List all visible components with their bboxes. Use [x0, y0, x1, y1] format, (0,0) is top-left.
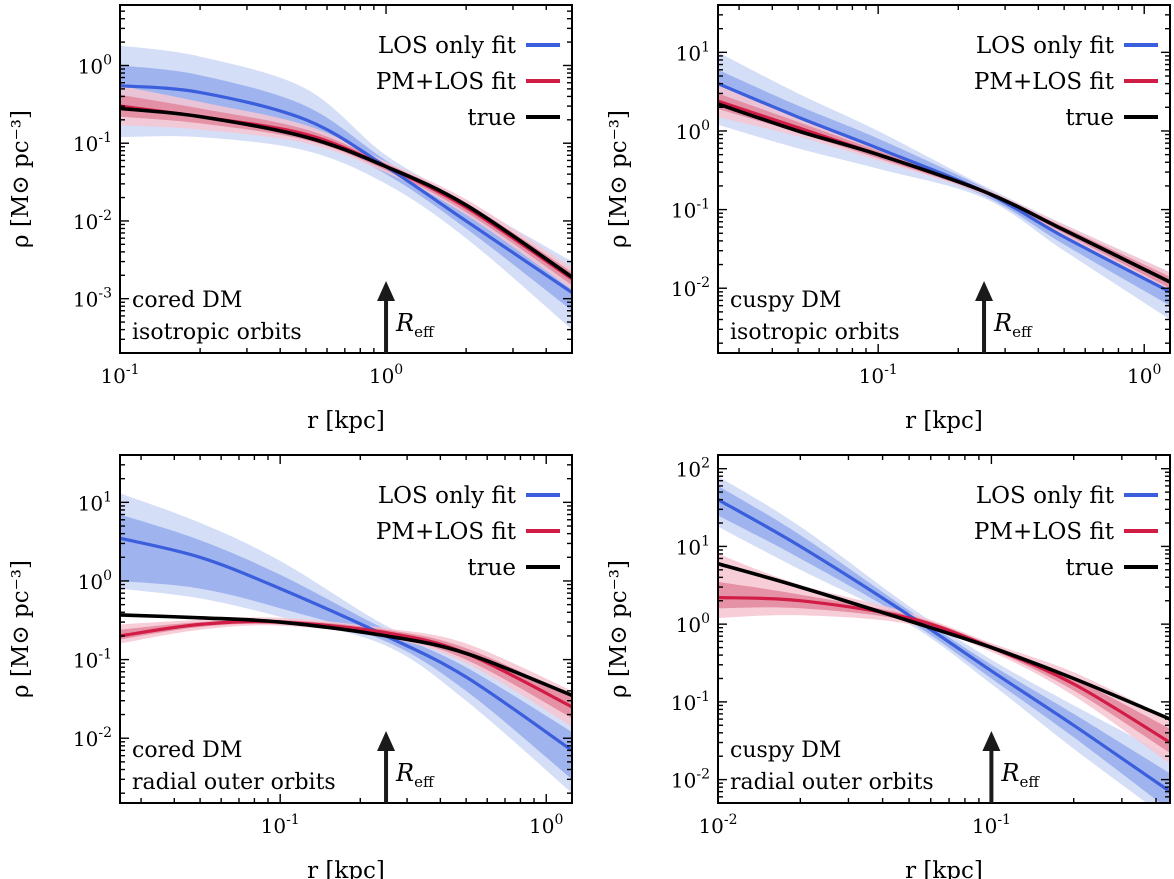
los-line — [120, 536, 572, 752]
reff-label: Reff — [395, 309, 435, 341]
y-axis-label: ρ [M⊙ pc⁻³] — [606, 110, 632, 248]
panel-annotation: cored DM radial outer orbits — [132, 738, 336, 795]
plot-area — [718, 476, 1170, 803]
y-tick-label: 102 — [676, 456, 710, 482]
plot-area — [718, 52, 1170, 320]
annotation-line: isotropic orbits — [132, 320, 302, 345]
y-tick-label: 101 — [676, 533, 710, 559]
axes-frame — [119, 454, 573, 804]
panel-cuspy-isotropic: 10-1 100 10-2 10-1 100 101 r [kpc] ρ [M⊙ pc⁻³] L… — [606, 4, 1171, 434]
legend-label-pm: PM+LOS fit — [376, 69, 517, 95]
legend-label-true: true — [1065, 555, 1114, 581]
y-axis-label: ρ [M⊙ pc⁻³] — [8, 110, 34, 248]
legend: LOS only fit PM+LOS fit true — [376, 33, 560, 131]
reff-label: Reff — [993, 309, 1033, 341]
x-tick-label: 10-1 — [859, 362, 898, 388]
legend: LOS only fit PM+LOS fit true — [376, 483, 560, 581]
axes-frame — [119, 4, 573, 354]
legend-label-pm: PM+LOS fit — [974, 69, 1115, 95]
x-tick-label: 10-1 — [100, 362, 139, 388]
x-tick-label: 10-1 — [261, 812, 300, 838]
x-axis-label: r [kpc] — [905, 408, 983, 434]
legend-label-pm: PM+LOS fit — [376, 519, 517, 545]
reff-label: Reff — [395, 759, 435, 791]
y-tick-label: 100 — [78, 568, 112, 594]
y-tick-label: 10-2 — [73, 725, 112, 751]
x-tick-label: 100 — [529, 812, 563, 838]
y-tick-label: 100 — [676, 118, 710, 144]
annotation-line: cuspy DM — [730, 738, 841, 763]
reff-arrow: Reff — [377, 281, 435, 353]
y-tick-label: 10-1 — [671, 689, 710, 715]
legend-label-los: LOS only fit — [378, 33, 517, 59]
y-tick-label: 100 — [676, 611, 710, 637]
axes-frame — [717, 454, 1171, 804]
x-axis-label: r [kpc] — [307, 408, 385, 434]
los-line — [120, 84, 572, 294]
pm-band2 — [120, 617, 572, 727]
ticks — [120, 454, 572, 803]
annotation-line: cored DM — [132, 288, 242, 313]
x-tick-label: 100 — [1127, 362, 1161, 388]
panel-cored-radial: 10-1 100 10-2 10-1 100 101 r [kpc] ρ [M⊙ pc⁻³] L… — [8, 454, 573, 879]
ticks — [119, 4, 573, 354]
y-tick-label: 101 — [676, 39, 710, 65]
annotation-line: isotropic orbits — [730, 320, 900, 345]
true-line — [718, 102, 1170, 284]
y-tick-label: 10-3 — [73, 286, 112, 312]
legend-label-true: true — [1065, 105, 1114, 131]
y-tick-label: 101 — [78, 489, 112, 515]
y-axis-label: ρ [M⊙ pc⁻³] — [606, 560, 632, 698]
panel-annotation: cored DM isotropic orbits — [132, 288, 302, 345]
panel-cuspy-radial: 10-2 10-1 10-2 10-1 100 101 102 r [kpc] ρ [M⊙ pc… — [606, 454, 1171, 879]
legend: LOS only fit PM+LOS fit true — [974, 483, 1158, 581]
x-tick-label: 100 — [369, 362, 403, 388]
panel-cored-isotropic: 10-1 100 10-3 10-2 10-1 100 r [kpc] ρ [M⊙ pc⁻³]… — [8, 4, 573, 434]
x-axis-label: r [kpc] — [905, 858, 983, 879]
plot-area — [120, 493, 572, 794]
panel-annotation: cuspy DM isotropic orbits — [730, 288, 900, 345]
legend: LOS only fit PM+LOS fit true — [974, 33, 1158, 131]
y-tick-label: 10-2 — [73, 208, 112, 234]
los-band1 — [120, 65, 572, 311]
pm-line — [718, 595, 1170, 744]
reff-arrow: Reff — [982, 731, 1040, 803]
legend-label-los: LOS only fit — [976, 33, 1115, 59]
plot-area — [120, 45, 572, 330]
legend-label-los: LOS only fit — [378, 483, 517, 509]
y-tick-label: 10-1 — [73, 647, 112, 673]
legend-label-true: true — [467, 105, 516, 131]
legend-label-true: true — [467, 555, 516, 581]
annotation-line: cored DM — [132, 738, 242, 763]
legend-label-los: LOS only fit — [976, 483, 1115, 509]
true-line — [120, 106, 572, 279]
y-tick-label: 10-2 — [671, 767, 710, 793]
ticks — [717, 455, 1170, 804]
y-tick-label: 10-1 — [73, 130, 112, 156]
los-band1 — [120, 514, 572, 780]
y-tick-label: 10-1 — [671, 197, 710, 223]
y-tick-label: 10-2 — [671, 275, 710, 301]
annotation-line: cuspy DM — [730, 288, 841, 313]
reff-arrow: Reff — [975, 281, 1033, 353]
y-axis-label: ρ [M⊙ pc⁻³] — [8, 560, 34, 698]
panel-annotation: cuspy DM radial outer orbits — [730, 738, 934, 795]
reff-label: Reff — [1000, 759, 1040, 791]
true-line — [718, 561, 1170, 721]
true-line — [120, 613, 572, 698]
reff-arrow: Reff — [377, 731, 435, 803]
annotation-line: radial outer orbits — [730, 770, 934, 795]
legend-label-pm: PM+LOS fit — [974, 519, 1115, 545]
axes-frame — [717, 4, 1171, 354]
x-axis-label: r [kpc] — [307, 858, 385, 879]
annotation-line: radial outer orbits — [132, 770, 336, 795]
x-tick-label: 10-2 — [698, 812, 737, 838]
los-line — [718, 498, 1170, 793]
los-line — [718, 82, 1170, 294]
ticks — [718, 4, 1170, 353]
y-tick-label: 100 — [78, 52, 112, 78]
x-tick-label: 10-1 — [972, 812, 1011, 838]
